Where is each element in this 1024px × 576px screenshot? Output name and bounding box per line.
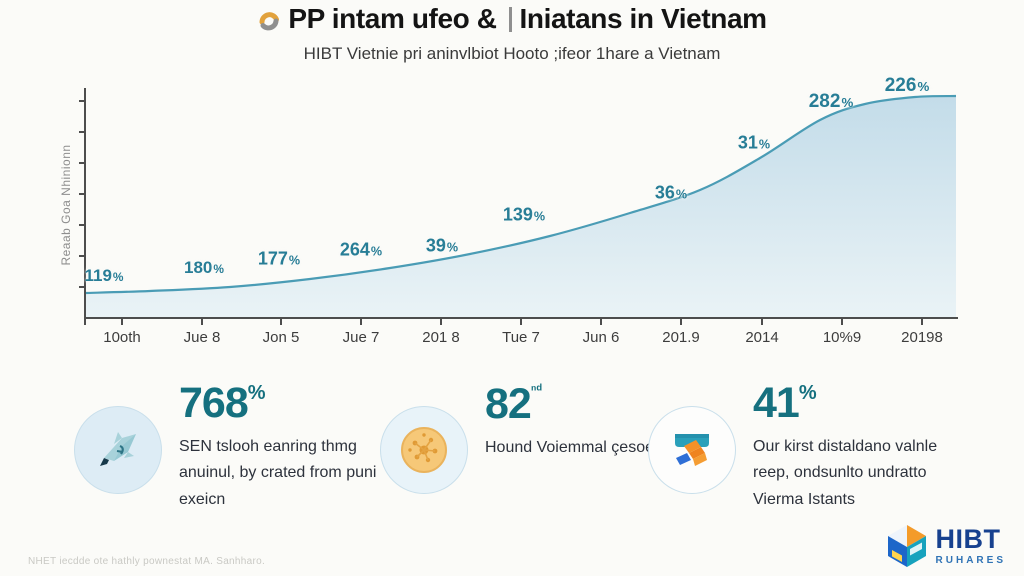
x-axis-tick-label: Tue 7 <box>502 329 540 346</box>
x-axis-tick-label: Jun 6 <box>582 329 620 346</box>
rocket-icon <box>74 406 162 494</box>
stat-description: Hound Voiemmal çesoer <box>485 439 660 456</box>
data-point-label: 119% <box>84 266 124 285</box>
data-point-label: 36% <box>654 182 688 203</box>
x-axis-tick-label: Jue 8 <box>183 329 221 346</box>
x-axis-tick-label: 20198 <box>901 329 943 346</box>
box-ribbon-icon <box>648 406 736 494</box>
page-subtitle: HIBT Vietnie pri aninvlbiot Hooto ;ifeor… <box>303 44 721 63</box>
cube-logo-icon <box>887 525 926 567</box>
x-axis-tick-label: 201 8 <box>422 329 460 346</box>
data-point-label: 226% <box>884 75 930 96</box>
x-axis-tick-label: 201.9 <box>662 329 700 346</box>
stat-value: 41% <box>753 379 817 427</box>
data-point-label: 139% <box>502 204 546 225</box>
stat-value: 768% <box>179 379 266 427</box>
title-left: PP intam ufeo & <box>288 3 497 34</box>
y-axis-label: Reaab Goa Nhinionn <box>59 144 73 266</box>
fine-print: NHET iecdde ote hathly pownestat MA. San… <box>28 556 266 567</box>
stat-value: 82ⁿᵈ <box>485 380 542 428</box>
data-point-label: 180% <box>184 258 224 277</box>
x-axis-tick-label: 2014 <box>745 329 779 346</box>
x-axis-tick-label: 10%9 <box>822 329 862 346</box>
coin-icon <box>380 406 468 494</box>
page-title: PP intam ufeo & Iniatans in Vietnam <box>0 3 1024 35</box>
logo-name: HIBT <box>935 524 1001 554</box>
data-point-label: 264% <box>339 239 383 260</box>
hibt-logo: HIBT RUHARES <box>886 523 1006 569</box>
swirl-logo-icon <box>259 12 280 31</box>
stat-card-adoption: 41% Our kirst distaldano valnle reep, on… <box>648 380 969 513</box>
logo-subtext: RUHARES <box>935 555 1006 566</box>
data-point-label: 39% <box>425 235 459 256</box>
data-point-label: 177% <box>257 248 301 269</box>
stat-description: SEN tslooh eanring thmg anuinul, by crat… <box>179 438 377 508</box>
cursor-bar <box>508 6 512 32</box>
axes <box>84 88 958 319</box>
logo-text-block: HIBT RUHARES <box>935 524 1006 567</box>
title-right: Iniatans in Vietnam <box>519 3 767 34</box>
x-axis-tick-label: Jue 7 <box>342 329 380 346</box>
data-point-label: 282% <box>808 91 854 112</box>
x-axis-tick-label: 10oth <box>103 329 141 346</box>
stat-card-growth: 768% SEN tslooh eanring thmg anuinul, by… <box>74 380 395 513</box>
header: PP intam ufeo & Iniatans in Vietnam HIBT… <box>0 0 1024 64</box>
stat-card-volume: 82ⁿᵈ Hound Voiemmal çesoer <box>380 380 659 494</box>
stat-description: Our kirst distaldano valnle reep, ondsun… <box>753 438 938 508</box>
data-point-label: 31% <box>737 132 771 153</box>
x-axis-tick-label: Jon 5 <box>262 329 300 346</box>
